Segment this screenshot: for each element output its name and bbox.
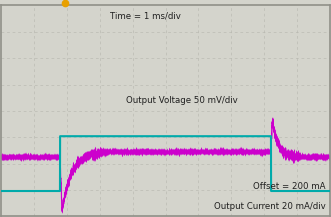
Text: Time = 1 ms/div: Time = 1 ms/div — [110, 12, 181, 21]
Text: Output Voltage 50 mV/div: Output Voltage 50 mV/div — [126, 96, 238, 105]
Text: Output Current 20 mA/div: Output Current 20 mA/div — [213, 202, 325, 210]
Text: Offset = 200 mA: Offset = 200 mA — [253, 182, 325, 191]
